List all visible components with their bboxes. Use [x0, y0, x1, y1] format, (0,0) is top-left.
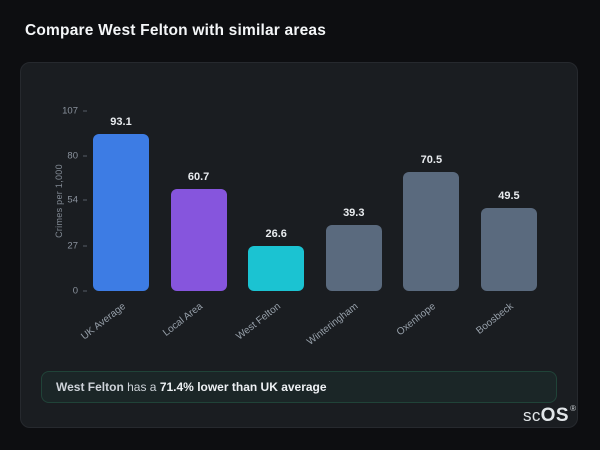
tick-mark	[83, 110, 87, 112]
bar-group: 39.3 Winteringham	[305, 111, 382, 348]
bar-category-label: West Felton	[234, 301, 283, 343]
bar-group: 60.7 Local Area	[161, 111, 227, 339]
y-tick: 0	[73, 286, 87, 297]
bar-value-label: 26.6	[265, 228, 287, 241]
y-axis: 0 27 54 80 107	[62, 106, 537, 297]
bar-group: 70.5 Oxenhope	[395, 111, 460, 338]
bar[interactable]	[93, 134, 149, 291]
bar-category-label: Winteringham	[305, 301, 361, 348]
bar-value-label: 49.5	[498, 189, 520, 202]
note-highlight: 71.4% lower than UK average	[159, 380, 327, 394]
tick-mark	[83, 199, 87, 201]
bar[interactable]	[325, 224, 382, 291]
bar-category-label: Boosbeck	[474, 301, 516, 337]
bar[interactable]	[403, 172, 460, 291]
y-tick: 107	[62, 106, 87, 117]
tick-mark	[83, 290, 87, 292]
y-axis-title-text: Crimes per 1,000	[54, 164, 64, 238]
logo-text-sc: sc	[523, 406, 541, 425]
tick-mark	[83, 245, 87, 247]
bar-value-label: 70.5	[420, 154, 443, 167]
bar[interactable]	[480, 207, 537, 291]
bars-plot: 93.1 UK Average 60.7 Local Area 26.6 West Fel…	[79, 111, 537, 348]
registered-mark-icon: ®	[570, 404, 576, 413]
tick-mark	[83, 155, 87, 157]
bar-value-label: 39.3	[343, 206, 365, 219]
y-tick: 80	[67, 151, 87, 162]
bar-category-label: Local Area	[161, 301, 206, 339]
bar-category-label: Oxenhope	[395, 301, 439, 339]
bar-value-label: 93.1	[110, 116, 132, 129]
bar[interactable]	[170, 188, 227, 291]
bar-group: 93.1 UK Average	[79, 111, 149, 342]
note-middle-text: has a	[123, 380, 160, 394]
chart-card: Crimes per 1,000 0 27 54 80 107 93.1 UK Avera…	[20, 62, 578, 428]
y-tick: 27	[67, 240, 87, 251]
bar-group: 26.6 West Felton	[234, 111, 305, 342]
logo-text-os: OS	[540, 405, 570, 426]
bar-value-label: 60.7	[187, 170, 210, 183]
y-tick: 54	[67, 195, 87, 206]
page-title: Compare West Felton with similar areas	[25, 22, 327, 39]
note-area-name: West Felton	[56, 380, 124, 394]
bar-group: 49.5 Boosbeck	[474, 111, 537, 337]
brand-logo: scOS®	[523, 404, 576, 427]
y-axis-title: Crimes per 1,000	[49, 111, 69, 291]
bar-category-label: UK Average	[79, 301, 128, 343]
summary-note: West Felton has a 71.4% lower than UK av…	[41, 371, 557, 403]
bar-chart: Crimes per 1,000 0 27 54 80 107 93.1 UK Avera…	[54, 106, 537, 348]
bar[interactable]	[248, 246, 305, 291]
